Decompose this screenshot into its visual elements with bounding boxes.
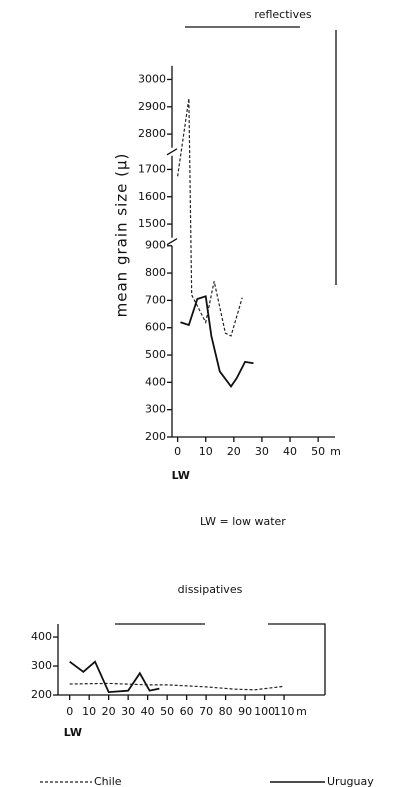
- x-tick-label: 10: [82, 705, 96, 718]
- y-tick-label: 3000: [138, 72, 166, 85]
- x-tick-label: 0: [66, 705, 73, 718]
- y-tick-label: 2900: [138, 100, 166, 113]
- y-tick-label: 500: [145, 348, 166, 361]
- x-tick-label: 90: [238, 705, 252, 718]
- x-tick-label: 40: [141, 705, 155, 718]
- x-tick-label: 50: [311, 445, 325, 458]
- legend-label: Chile: [94, 775, 122, 787]
- y-tick-label: 2800: [138, 127, 166, 140]
- x-tick-label: 70: [199, 705, 213, 718]
- y-tick-label: 600: [145, 321, 166, 334]
- axis-break: [166, 238, 178, 246]
- series-line: [69, 682, 285, 691]
- frame: [57, 623, 326, 695]
- y-tick-label: 700: [145, 293, 166, 306]
- x-tick-label: 110: [274, 705, 295, 718]
- series-line: [69, 660, 160, 694]
- chart-title: reflectives: [254, 8, 311, 21]
- y-tick-label: 800: [145, 266, 166, 279]
- annotation: LW = low water: [200, 515, 286, 528]
- series-line: [180, 295, 254, 388]
- x-tick-label: 80: [219, 705, 233, 718]
- y-tick-label: 300: [145, 403, 166, 416]
- x-tick-label: 20: [227, 445, 241, 458]
- y-tick-label: 900: [145, 239, 166, 252]
- x-origin-label: LW: [64, 726, 82, 739]
- x-tick-label: 0: [174, 445, 181, 458]
- y-tick-label: 400: [31, 630, 52, 643]
- y-tick-label: 300: [31, 659, 52, 672]
- y-tick-label: 1700: [138, 162, 166, 175]
- x-tick-label: 60: [180, 705, 194, 718]
- axis-break: [166, 148, 178, 156]
- x-tick-label: 50: [160, 705, 174, 718]
- y-tick-label: 200: [31, 688, 52, 701]
- y-axis-label: mean grain size (μ): [113, 153, 131, 318]
- x-origin-label: LW: [172, 469, 190, 482]
- x-tick-label: 40: [283, 445, 297, 458]
- chart-title: dissipatives: [178, 583, 243, 596]
- y-tick-label: 400: [145, 375, 166, 388]
- x-tick-label: 30: [255, 445, 269, 458]
- x-tick-label: 100: [254, 705, 275, 718]
- series-line: [177, 98, 243, 337]
- y-tick-label: 1500: [138, 217, 166, 230]
- x-unit: m: [296, 705, 307, 718]
- y-tick-label: 1600: [138, 190, 166, 203]
- x-tick-label: 30: [121, 705, 135, 718]
- x-tick-label: 20: [102, 705, 116, 718]
- y-tick-label: 200: [145, 430, 166, 443]
- x-unit: m: [330, 445, 341, 458]
- x-tick-label: 10: [199, 445, 213, 458]
- legend-label: Uruguay: [327, 775, 374, 787]
